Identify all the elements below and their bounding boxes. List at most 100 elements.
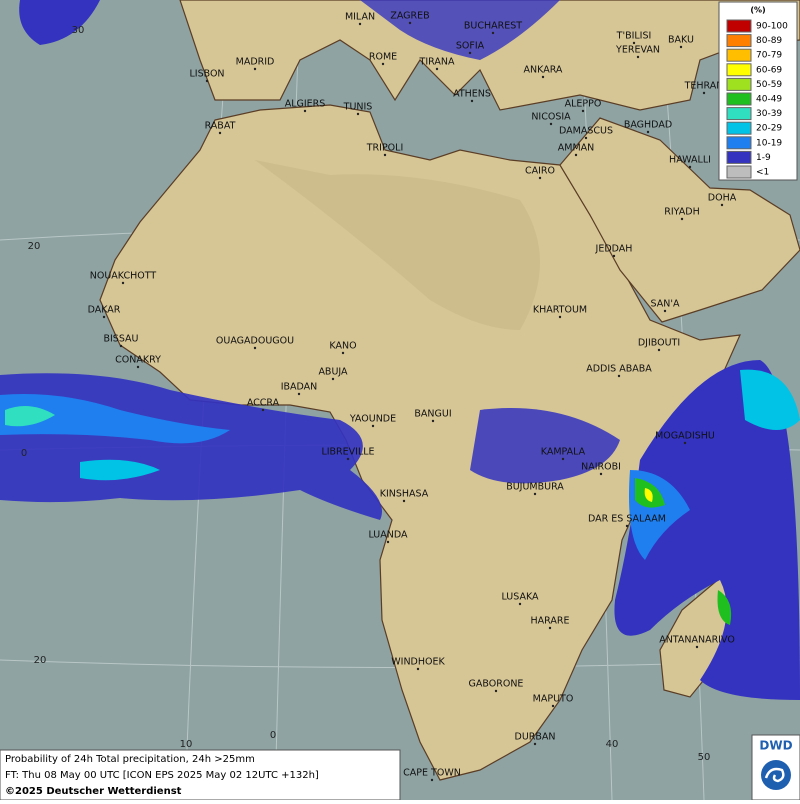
precip-area: [0, 394, 230, 444]
precip-area: [644, 488, 653, 502]
precip-area: [5, 406, 55, 427]
lon-label: 10: [180, 739, 193, 750]
relief: [255, 160, 540, 330]
legend-swatch: [726, 19, 752, 33]
city-label: BISSAU: [103, 334, 138, 345]
city-label: NOUAKCHOTT: [90, 271, 157, 282]
city-label: NICOSIA: [531, 112, 571, 123]
city-dot: [297, 392, 301, 396]
city-dot: [617, 374, 621, 378]
land: [99, 0, 800, 781]
city-dot: [625, 524, 629, 528]
legend-swatch: [726, 34, 752, 48]
copyright: ©2025 Deutscher Wetterdienst: [5, 786, 182, 797]
legend-swatch: [726, 107, 752, 121]
logo-text: DWD: [759, 739, 792, 753]
city-label: WINDHOEK: [391, 657, 445, 668]
city-label: DOHA: [708, 193, 737, 204]
city-label: DAMASCUS: [559, 126, 613, 137]
legend-label: 40-49: [756, 95, 782, 105]
city-label: KHARTOUM: [533, 305, 587, 316]
city-label: CAIRO: [525, 166, 555, 177]
legend: (%) 90-100 80-89 70-79 60-69 50-59 40-49 30-39…: [718, 1, 798, 181]
city-dot: [657, 348, 661, 352]
city-label: YAOUNDE: [349, 414, 396, 425]
city-dot: [533, 492, 537, 496]
lat-label: 20: [28, 241, 41, 252]
legend-label: 80-89: [756, 36, 782, 46]
city-dot: [205, 79, 209, 83]
city-label: ANKARA: [524, 65, 563, 76]
lon-label: 0: [270, 730, 276, 741]
city-dot: [599, 472, 603, 476]
city-label: KAMPALA: [541, 447, 586, 458]
city-dot: [679, 45, 683, 49]
city-label: DJIBOUTI: [638, 338, 680, 349]
precipitation: [0, 0, 800, 700]
city-label: LUANDA: [368, 530, 408, 541]
legend-label: 10-19: [756, 138, 782, 148]
precip-area: [740, 369, 800, 430]
city-label: BAGHDAD: [624, 120, 672, 131]
precip-area: [360, 0, 560, 60]
footer-box: [0, 749, 401, 801]
city-dot: [331, 377, 335, 381]
city-dot: [341, 351, 345, 355]
city-dot: [548, 626, 552, 630]
lon-label: 40: [606, 739, 619, 750]
city-dot: [683, 441, 687, 445]
city-dot: [646, 130, 650, 134]
city-dot: [518, 602, 522, 606]
city-dot: [218, 131, 222, 135]
city-dot: [261, 408, 265, 412]
city-label: DURBAN: [515, 732, 556, 743]
city-label: ABUJA: [318, 367, 348, 378]
city-label: MOGADISHU: [655, 431, 715, 442]
legend-swatch: [726, 63, 752, 77]
logo: DWD: [751, 734, 800, 801]
city-dot: [431, 419, 435, 423]
city-dot: [303, 109, 307, 113]
lon-label: 50: [698, 752, 711, 763]
city-dot: [121, 281, 125, 285]
footer-line: Probability of 24h Total precipitation, …: [5, 754, 255, 765]
city-label: MAPUTO: [533, 694, 574, 705]
precip-area: [717, 590, 732, 625]
city-label: IBADAN: [281, 382, 318, 393]
labels: MILAN ZAGREB BUCHAREST T'BILISI BAKU MADRID RO…: [21, 11, 737, 782]
city-dot: [468, 51, 472, 55]
city-label: OUAGADOUGOU: [216, 336, 294, 347]
city-dot: [720, 203, 724, 207]
city-label: ALGIERS: [285, 99, 326, 110]
city-label: SAN'A: [651, 299, 680, 310]
city-label: TUNIS: [343, 102, 373, 113]
city-dot: [581, 109, 585, 113]
city-label: HARARE: [531, 616, 570, 627]
legend-label: 60-69: [756, 65, 782, 75]
city-dot: [494, 689, 498, 693]
city-dot: [386, 540, 390, 544]
city-label: KINSHASA: [380, 489, 429, 500]
legend-label: 70-79: [756, 51, 782, 61]
city-dot: [538, 176, 542, 180]
city-label: TRIPOLI: [366, 143, 404, 154]
city-label: NAIROBI: [581, 462, 621, 473]
lat-label: 30: [72, 25, 85, 36]
city-label: AMMAN: [558, 143, 595, 154]
city-dot: [416, 667, 420, 671]
legend-label: 90-100: [756, 22, 788, 32]
precip-area: [614, 360, 800, 700]
city-dot: [402, 499, 406, 503]
city-label: T'BILISI: [616, 31, 652, 42]
city-label: GABORONE: [469, 679, 524, 690]
city-dot: [574, 153, 578, 157]
precip-area: [470, 408, 620, 484]
city-dot: [663, 309, 667, 313]
city-dot: [371, 424, 375, 428]
city-label: DAR ES SALAAM: [588, 514, 666, 525]
city-label: CAPE TOWN: [403, 768, 461, 779]
city-label: LISBON: [189, 69, 224, 80]
city-dot: [346, 457, 350, 461]
city-label: JEDDAH: [595, 244, 633, 255]
